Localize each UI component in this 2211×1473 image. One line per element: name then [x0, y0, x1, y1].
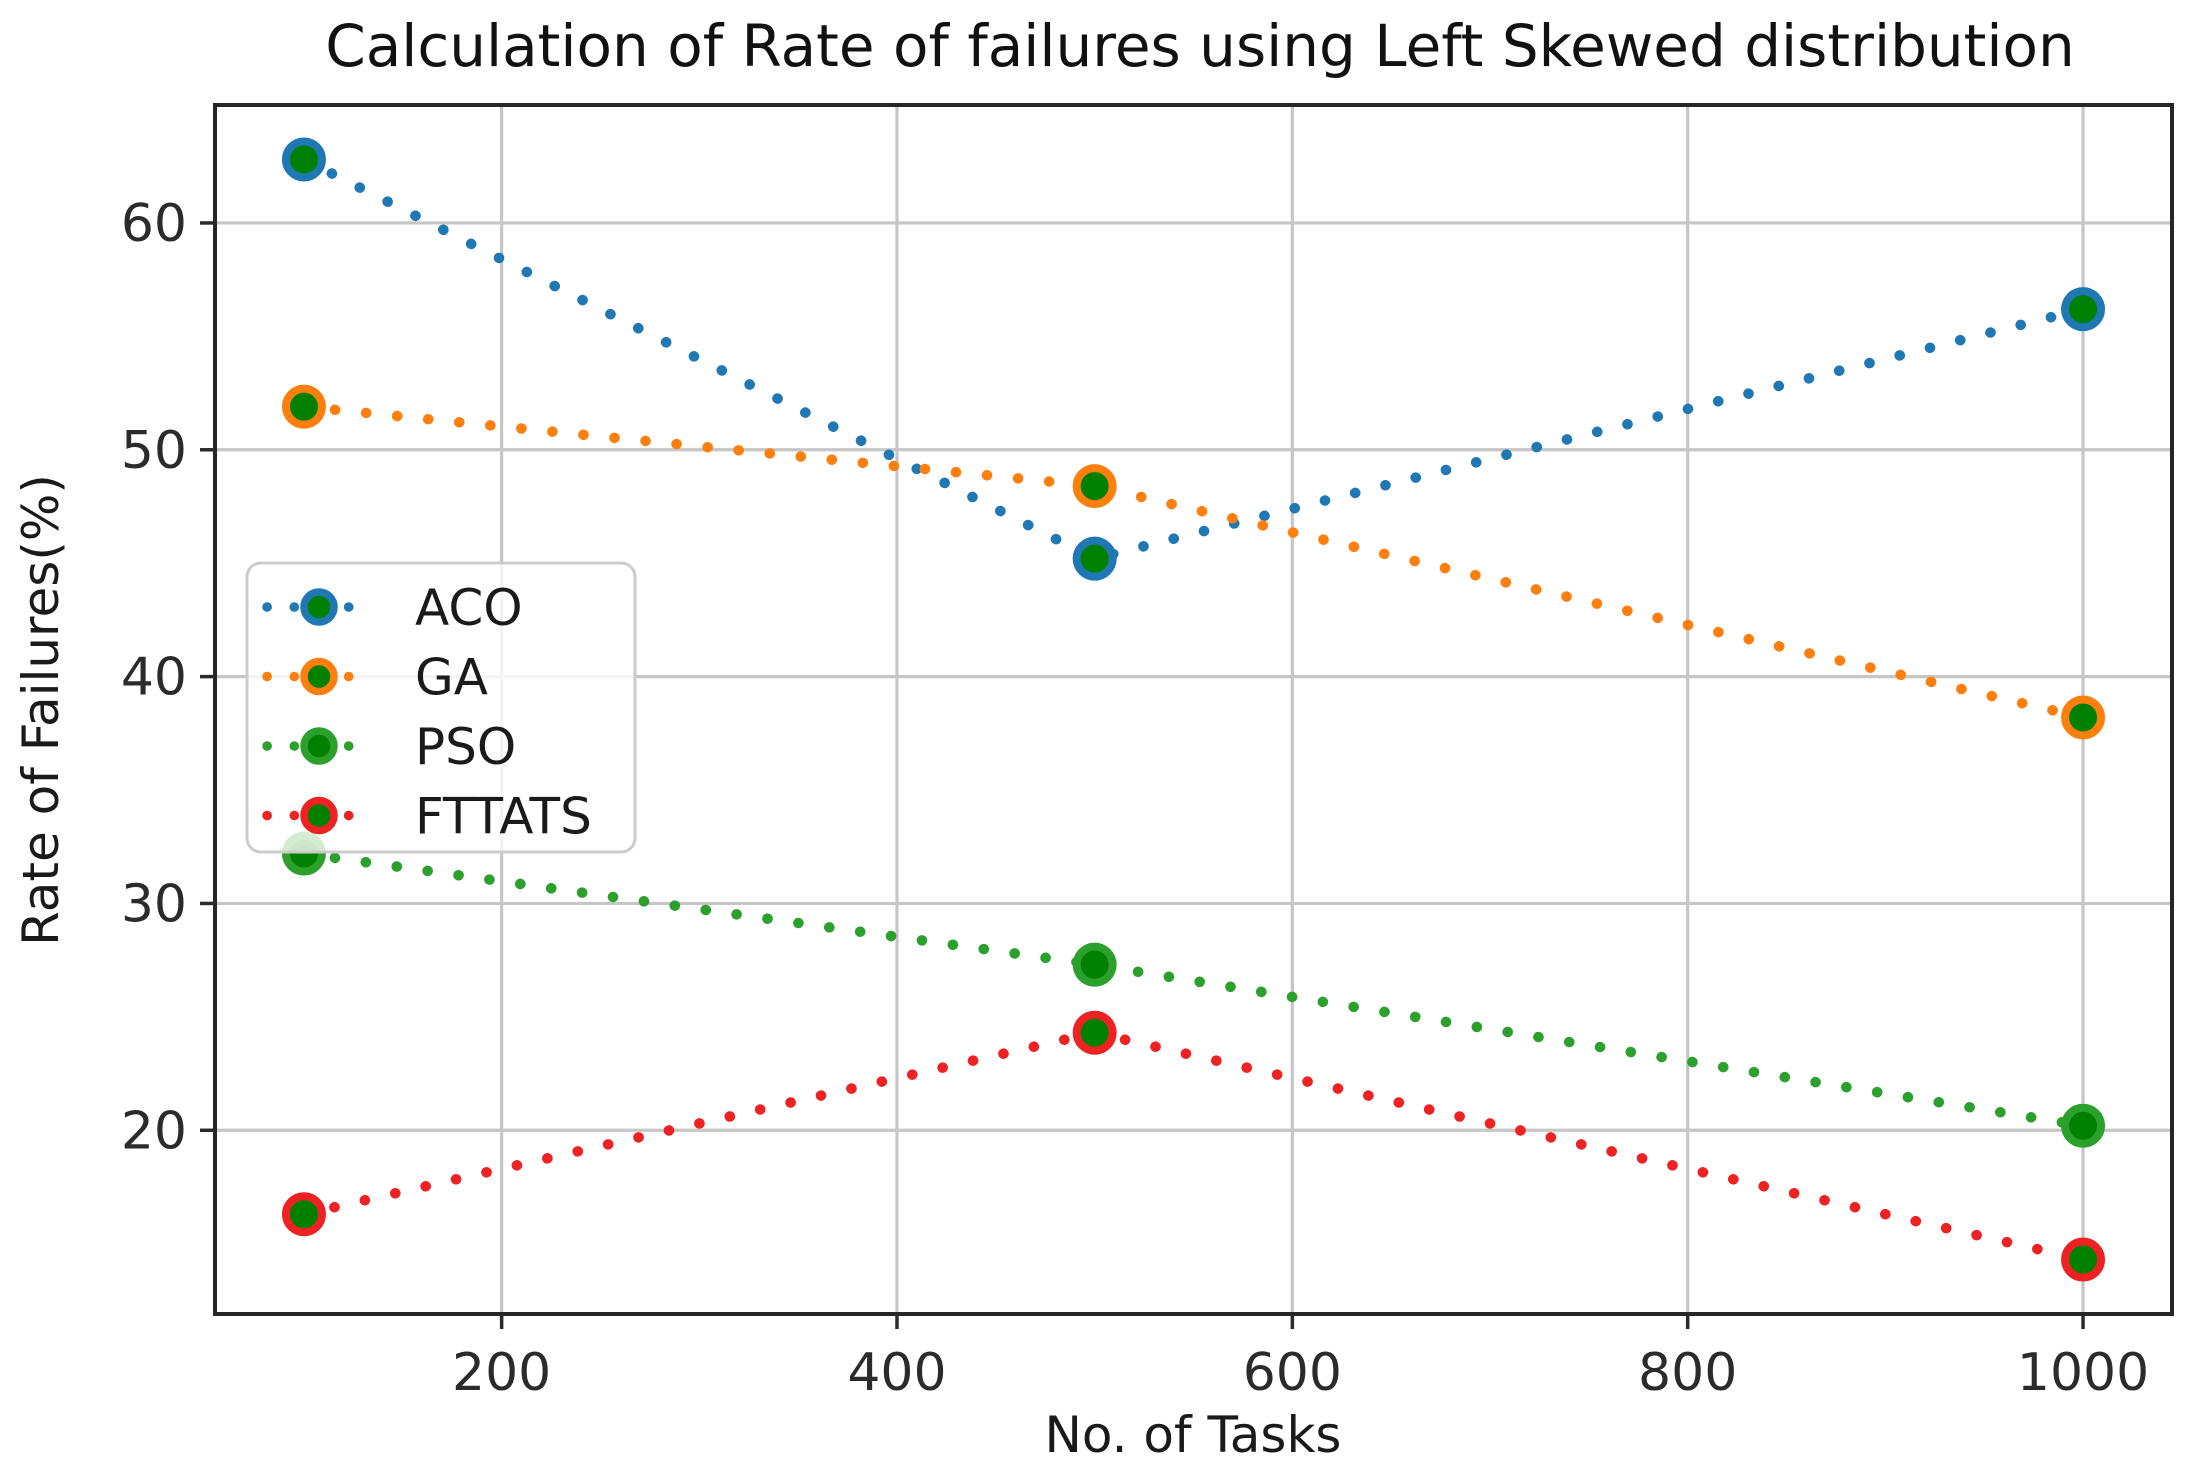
y-axis-label: Rate of Failures(%) — [12, 474, 70, 946]
series-line-pso — [298, 848, 2089, 1131]
series-line-fttats — [298, 1027, 2089, 1265]
x-tick-label-600: 600 — [1243, 1343, 1342, 1403]
y-tick-label-30: 30 — [121, 874, 187, 934]
y-tick-label-40: 40 — [121, 648, 187, 708]
data-point-fttats-100 — [281, 1192, 326, 1237]
axis-ticks: 200 400 600 800 1000 20 30 40 50 60 — [121, 194, 2149, 1403]
data-point-ga-1000 — [2061, 695, 2106, 740]
legend-label-aco: ACO — [415, 579, 523, 637]
data-point-aco-1000 — [2061, 287, 2106, 332]
legend-label-ga: GA — [415, 649, 488, 707]
data-point-fttats-500 — [1072, 1010, 1117, 1055]
y-tick-label-20: 20 — [121, 1101, 187, 1161]
chart-title: Calculation of Rate of failures using Le… — [325, 12, 2075, 80]
data-point-aco-100 — [281, 137, 326, 182]
legend-box — [245, 561, 637, 854]
legend-marker-pso — [300, 727, 338, 765]
series-layer — [281, 137, 2106, 1282]
x-tick-label-200: 200 — [452, 1343, 551, 1403]
data-point-pso-1000 — [2061, 1103, 2106, 1148]
series-line-ga — [298, 401, 2089, 723]
data-point-fttats-1000 — [2061, 1237, 2106, 1282]
legend-label-pso: PSO — [415, 718, 516, 776]
data-point-ga-500 — [1072, 464, 1117, 509]
y-tick-label-50: 50 — [121, 421, 187, 481]
legend: ACO GA PSO FTTATS — [245, 561, 637, 854]
data-point-ga-100 — [281, 384, 326, 429]
data-point-pso-500 — [1072, 942, 1117, 987]
y-tick-label-60: 60 — [121, 194, 187, 254]
legend-marker-ga — [300, 657, 338, 696]
data-point-aco-500 — [1072, 536, 1117, 581]
plot-border — [213, 103, 2174, 1316]
legend-marker-aco — [300, 588, 338, 626]
legend-marker-fttats — [300, 796, 338, 835]
x-tick-label-400: 400 — [847, 1343, 946, 1403]
x-axis-label: No. of Tasks — [1045, 1406, 1342, 1464]
series-line-aco — [298, 154, 2089, 565]
x-tick-label-1000: 1000 — [2017, 1343, 2149, 1403]
legend-label-fttats: FTTATS — [415, 788, 592, 846]
x-tick-label-800: 800 — [1638, 1343, 1737, 1403]
